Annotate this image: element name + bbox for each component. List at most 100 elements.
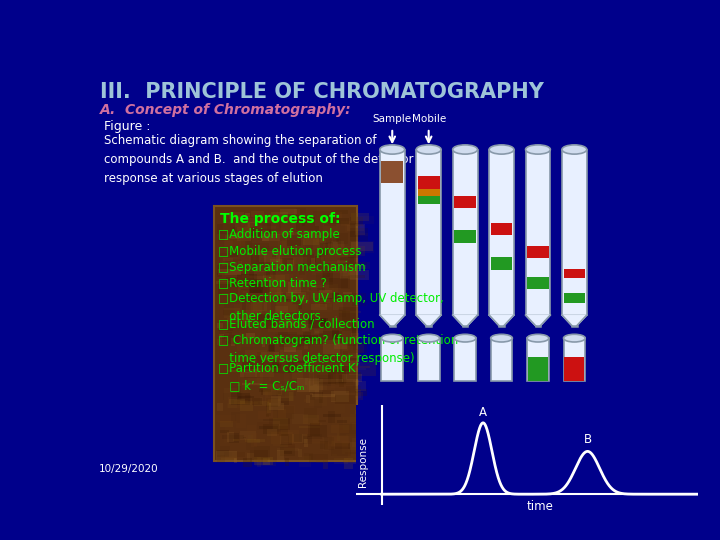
- Bar: [222, 271, 244, 273]
- Bar: [348, 250, 359, 258]
- Bar: [272, 255, 276, 258]
- Bar: [217, 269, 240, 275]
- Bar: [323, 263, 330, 276]
- Bar: [355, 224, 365, 235]
- Bar: [323, 284, 338, 292]
- Bar: [264, 458, 270, 465]
- Bar: [333, 346, 349, 350]
- Bar: [281, 279, 302, 284]
- Bar: [348, 275, 365, 278]
- Text: □Partition coefficient K’: □Partition coefficient K’: [218, 361, 359, 374]
- Bar: [325, 235, 333, 244]
- Bar: [334, 212, 342, 218]
- Bar: [315, 455, 324, 463]
- Bar: [233, 439, 239, 441]
- Bar: [312, 211, 333, 220]
- Text: Response: Response: [358, 437, 368, 487]
- Bar: [347, 372, 361, 379]
- Bar: [257, 226, 276, 230]
- Bar: [297, 348, 313, 358]
- Bar: [564, 357, 585, 381]
- Bar: [354, 233, 367, 236]
- Bar: [220, 280, 233, 293]
- Bar: [248, 453, 254, 461]
- Bar: [227, 318, 247, 322]
- Bar: [266, 414, 269, 417]
- Bar: [303, 435, 322, 439]
- Bar: [336, 399, 345, 401]
- Bar: [253, 274, 261, 282]
- Bar: [253, 285, 274, 287]
- Bar: [348, 272, 350, 278]
- Bar: [346, 434, 362, 436]
- Text: A: A: [479, 406, 487, 419]
- Bar: [231, 338, 235, 346]
- Bar: [310, 374, 312, 386]
- Bar: [271, 335, 292, 345]
- Bar: [337, 420, 347, 423]
- Bar: [284, 318, 305, 326]
- Bar: [343, 346, 359, 358]
- Bar: [269, 268, 278, 272]
- Bar: [288, 325, 309, 327]
- Bar: [240, 241, 245, 255]
- Text: □Retention time ?: □Retention time ?: [218, 276, 327, 289]
- Bar: [306, 360, 316, 368]
- Bar: [251, 211, 264, 218]
- Bar: [293, 336, 311, 346]
- Bar: [296, 278, 303, 280]
- Bar: [330, 241, 341, 253]
- Bar: [284, 300, 296, 312]
- Bar: [343, 268, 355, 278]
- Bar: [304, 337, 317, 342]
- Bar: [304, 454, 313, 460]
- Bar: [224, 435, 247, 443]
- Bar: [231, 412, 240, 423]
- Bar: [280, 418, 290, 430]
- Bar: [332, 417, 344, 428]
- Bar: [259, 215, 279, 227]
- Bar: [320, 379, 343, 382]
- Bar: [309, 367, 328, 379]
- Bar: [328, 265, 336, 270]
- Bar: [238, 403, 246, 407]
- Bar: [246, 301, 261, 314]
- Text: Sample: Sample: [373, 114, 412, 124]
- Bar: [325, 437, 335, 450]
- Bar: [280, 274, 292, 279]
- Bar: [250, 291, 262, 293]
- Bar: [301, 256, 318, 260]
- Bar: [527, 338, 549, 381]
- Bar: [239, 329, 261, 341]
- Bar: [490, 257, 513, 269]
- Bar: [281, 430, 299, 442]
- Bar: [264, 272, 281, 278]
- Bar: [281, 397, 289, 405]
- Bar: [324, 224, 336, 226]
- Bar: [281, 297, 295, 302]
- Bar: [320, 254, 325, 262]
- Bar: [325, 239, 341, 251]
- Bar: [348, 452, 366, 462]
- Bar: [242, 274, 254, 278]
- Bar: [234, 304, 257, 313]
- Bar: [336, 438, 338, 443]
- Bar: [234, 400, 248, 403]
- Bar: [258, 314, 270, 321]
- Bar: [245, 395, 251, 403]
- Bar: [233, 230, 256, 233]
- Bar: [309, 379, 323, 392]
- Bar: [276, 388, 296, 396]
- Bar: [267, 338, 289, 343]
- Bar: [336, 395, 355, 404]
- Bar: [303, 231, 320, 245]
- Bar: [276, 448, 299, 451]
- Bar: [253, 343, 271, 355]
- Bar: [323, 414, 341, 416]
- Bar: [217, 450, 229, 457]
- Bar: [332, 454, 336, 456]
- Bar: [309, 288, 325, 291]
- Bar: [279, 252, 282, 264]
- Bar: [287, 282, 302, 293]
- Bar: [352, 216, 374, 224]
